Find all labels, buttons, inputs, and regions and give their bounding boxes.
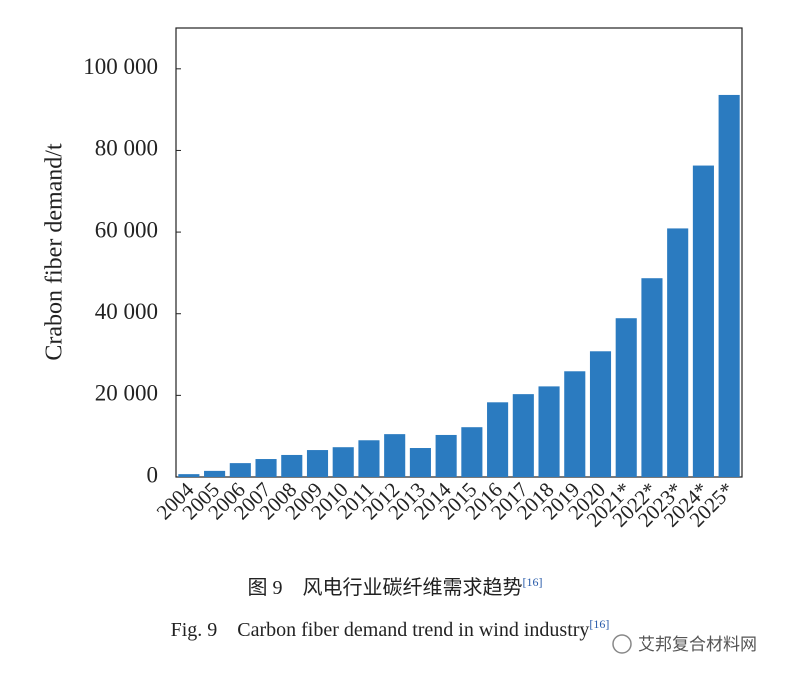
caption-cn-ref: [16] (523, 575, 543, 589)
bar (589, 351, 612, 477)
y-tick-label: 40 000 (95, 299, 158, 324)
caption-en: Fig. 9 Carbon fiber demand trend in wind… (171, 617, 610, 641)
y-tick-label: 100 000 (83, 54, 158, 79)
bar (667, 228, 689, 477)
bar (512, 394, 534, 477)
bar (281, 454, 303, 477)
y-axis-label: Crabon fiber demand/t (42, 143, 68, 361)
bar (641, 278, 663, 477)
watermark: 艾邦复合材料网 (638, 635, 757, 655)
bar (718, 94, 740, 477)
caption-cn-text: 图 9 风电行业碳纤维需求趋势 (248, 576, 523, 599)
bar (178, 474, 200, 477)
y-tick-label: 80 000 (95, 136, 158, 161)
bar (692, 165, 714, 478)
bar (487, 402, 509, 477)
bar (564, 371, 586, 477)
caption-en-text: Fig. 9 Carbon fiber demand trend in wind… (171, 619, 590, 641)
bar (435, 434, 457, 477)
bar (255, 459, 277, 477)
y-tick-label: 20 000 (95, 381, 158, 406)
bar (409, 448, 431, 477)
y-tick-label: 60 000 (95, 217, 158, 242)
y-tick-label: 0 (147, 462, 159, 487)
plot-frame (175, 27, 743, 478)
bar (384, 434, 406, 477)
bar (358, 440, 380, 477)
bar (332, 447, 354, 477)
bar (229, 463, 251, 477)
bar (461, 427, 483, 477)
bar (306, 450, 329, 477)
bar (615, 318, 637, 477)
watermark-icon (612, 634, 632, 654)
bar (538, 386, 560, 477)
caption-cn: 图 9 风电行业碳纤维需求趋势[16] (248, 575, 543, 599)
caption-en-ref: [16] (589, 617, 609, 631)
bar (204, 470, 226, 477)
